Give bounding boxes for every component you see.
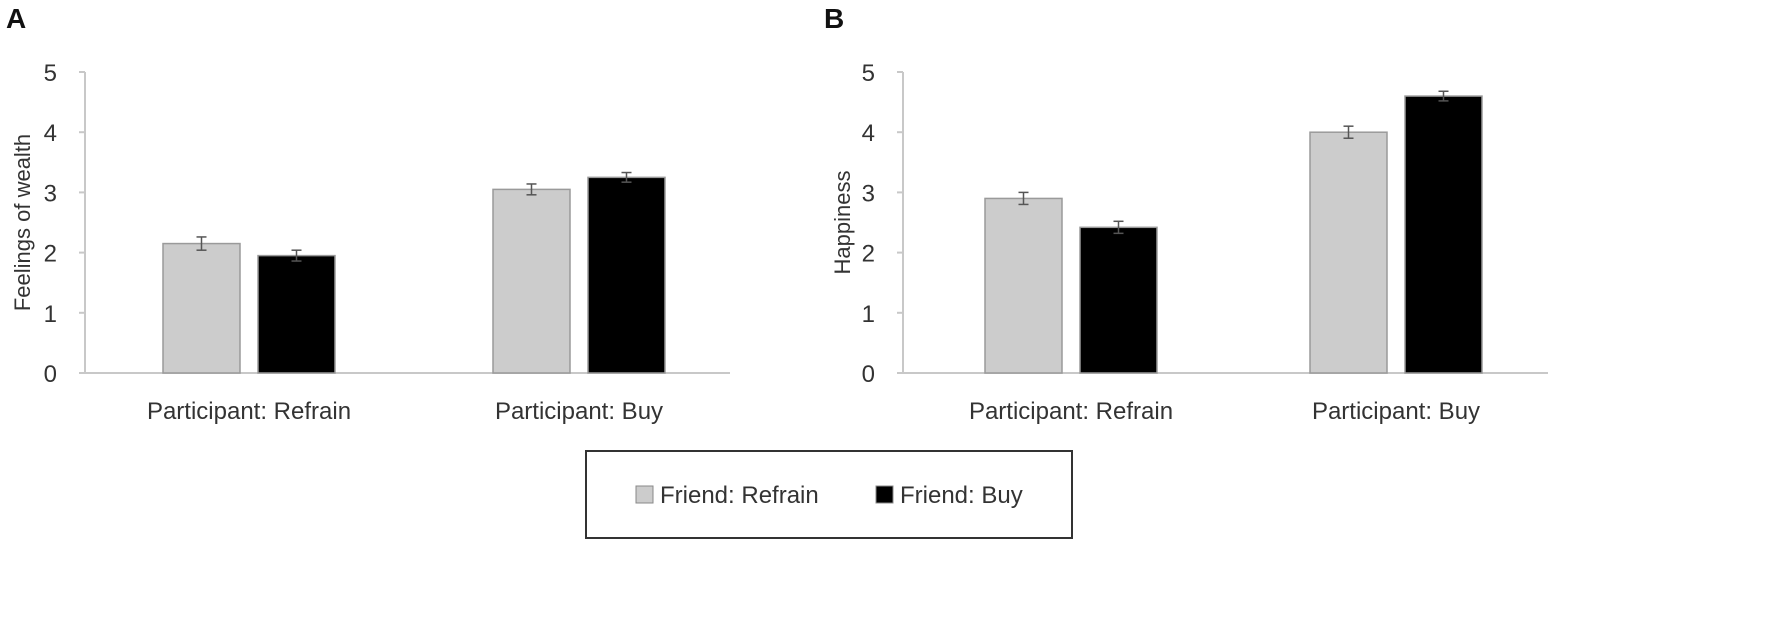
y-tick-label: 5 <box>862 60 875 87</box>
legend-swatch-friend-refrain <box>635 485 654 504</box>
bar-participant-refrain-friend-refrain <box>162 242 241 374</box>
panel-letter: B <box>824 3 844 34</box>
x-category-label: Participant: Buy <box>1312 398 1480 425</box>
y-tick-label: 2 <box>862 241 875 268</box>
bar-participant-refrain-friend-buy <box>1079 226 1158 374</box>
bar-participant-buy-friend-refrain <box>492 188 571 374</box>
bar-participant-refrain-friend-refrain <box>984 197 1063 374</box>
legend-label: Friend: Buy <box>900 482 1023 509</box>
y-tick-label: 5 <box>44 60 57 87</box>
y-tick-label: 3 <box>44 180 57 207</box>
bar-participant-refrain-friend-buy <box>257 254 336 374</box>
x-category-label: Participant: Refrain <box>969 398 1173 425</box>
y-tick-label: 0 <box>44 361 57 388</box>
x-category-label: Participant: Refrain <box>147 398 351 425</box>
bar-participant-buy-friend-buy <box>587 176 666 374</box>
y-tick-label: 2 <box>44 241 57 268</box>
y-tick-label: 4 <box>44 120 57 147</box>
legend-box <box>585 450 1073 539</box>
y-axis-title: Feelings of wealth <box>10 134 35 311</box>
y-tick-label: 4 <box>862 120 875 147</box>
y-tick-label: 0 <box>862 361 875 388</box>
x-category-label: Participant: Buy <box>495 398 663 425</box>
legend-swatch-friend-buy <box>875 485 894 504</box>
panel-letter: A <box>6 3 26 34</box>
bar-participant-buy-friend-buy <box>1404 95 1483 374</box>
bar-participant-buy-friend-refrain <box>1309 131 1388 374</box>
y-tick-label: 1 <box>44 301 57 328</box>
y-axis-title: Happiness <box>830 171 855 275</box>
y-tick-label: 3 <box>862 180 875 207</box>
legend-label: Friend: Refrain <box>660 482 819 509</box>
y-tick-label: 1 <box>862 301 875 328</box>
